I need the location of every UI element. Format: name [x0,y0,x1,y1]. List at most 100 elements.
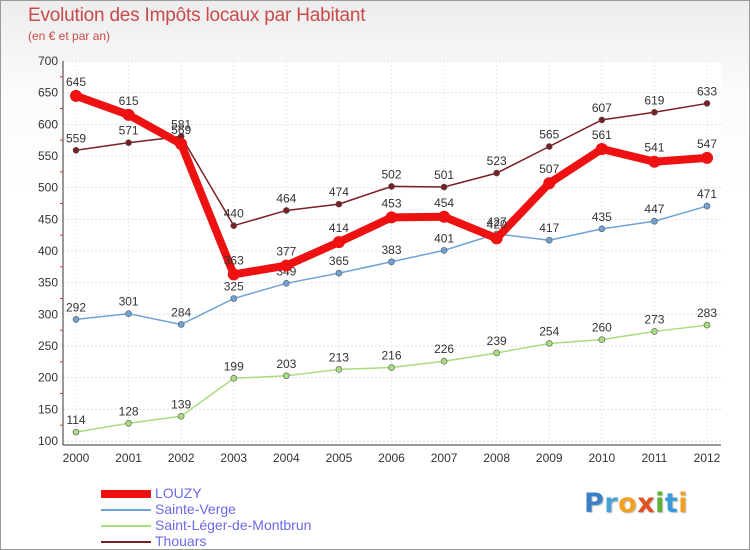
data-label-saint-leger-de-montbrun: 213 [329,350,349,364]
data-label-sainte-verge: 471 [697,187,717,201]
data-point-thouars [545,143,553,150]
data-point-sainte-verge [125,310,132,318]
y-tick-label: 200 [38,371,58,385]
data-label-saint-leger-de-montbrun: 260 [592,321,612,335]
data-point-sainte-verge [440,247,448,254]
data-label-thouars: 501 [434,168,454,182]
x-tick-label: 2012 [694,451,721,465]
data-point-saint-leger-de-montbrun [440,357,448,365]
x-tick-label: 2000 [63,451,90,465]
y-tick-label: 250 [38,339,58,353]
data-point-saint-leger-de-montbrun [230,374,238,382]
data-point-saint-leger-de-montbrun [651,328,658,335]
data-label-saint-leger-de-montbrun: 114 [66,413,85,427]
y-tick-label: 400 [38,244,58,258]
logo-letter: t [664,488,679,519]
data-point-thouars [125,139,132,146]
data-label-sainte-verge: 292 [66,300,86,314]
data-point-saint-leger-de-montbrun [335,366,343,373]
data-point-sainte-verge [651,217,658,225]
data-label-sainte-verge: 284 [171,305,191,319]
y-tick-label: 150 [38,402,58,416]
data-point-saint-leger-de-montbrun [72,428,80,436]
y-tick-label: 300 [38,307,58,321]
data-label-louzy: 377 [276,245,296,259]
data-label-saint-leger-de-montbrun: 139 [171,397,191,411]
data-point-thouars [388,183,395,190]
x-tick-label: 2006 [378,451,405,465]
data-point-saint-leger-de-montbrun [388,364,395,371]
data-point-saint-leger-de-montbrun [493,349,500,357]
data-label-thouars: 440 [224,207,244,221]
y-tick-label: 350 [38,276,58,290]
x-tick-label: 2001 [115,451,142,465]
legend-label: Sainte-Verge [155,501,236,517]
data-label-saint-leger-de-montbrun: 283 [697,306,717,320]
data-label-sainte-verge: 301 [119,295,139,309]
data-point-thouars [598,116,606,124]
data-point-louzy [490,232,503,245]
data-point-louzy [280,259,293,272]
data-point-saint-leger-de-montbrun [598,336,606,343]
data-label-saint-leger-de-montbrun: 273 [644,312,664,326]
data-point-saint-leger-de-montbrun [125,419,132,427]
logo-letter: x [637,488,656,519]
y-tick-label: 650 [38,86,58,100]
data-label-sainte-verge: 427 [487,215,507,229]
legend-swatch [101,490,151,498]
data-label-louzy: 615 [119,94,139,108]
data-point-saint-leger-de-montbrun [703,321,711,329]
data-point-thouars [493,169,500,177]
data-label-saint-leger-de-montbrun: 128 [119,404,139,418]
y-tick-label: 600 [38,117,58,131]
data-point-louzy [175,137,188,150]
legend-swatch [101,509,151,511]
x-tick-label: 2010 [588,451,615,465]
data-point-sainte-verge [335,269,343,277]
data-label-thouars: 633 [697,84,717,98]
data-label-sainte-verge: 325 [224,280,244,294]
data-point-thouars [283,207,290,214]
data-label-thouars: 565 [539,128,559,142]
data-label-louzy: 547 [697,137,717,151]
data-point-thouars [230,222,238,229]
x-tick-label: 2003 [220,451,247,465]
data-label-thouars: 581 [171,117,191,131]
data-label-thouars: 502 [381,167,401,181]
data-label-thouars: 619 [644,93,664,107]
legend-label: Thouars [155,533,207,549]
data-label-saint-leger-de-montbrun: 203 [276,357,296,371]
data-label-saint-leger-de-montbrun: 254 [539,324,559,338]
data-point-sainte-verge [388,258,395,266]
data-label-thouars: 474 [329,185,349,199]
data-point-sainte-verge [72,316,80,323]
data-label-louzy: 453 [381,196,401,210]
logo-letter: i [678,488,689,519]
data-point-thouars [335,200,343,208]
legend-swatch [101,541,151,543]
y-tick-label: 450 [38,212,58,226]
data-label-louzy: 363 [224,253,244,267]
proxiti-logo: Proxiti [584,488,688,519]
y-tick-label: 100 [38,434,58,448]
x-tick-label: 2008 [483,451,510,465]
data-label-thouars: 607 [592,101,612,115]
logo-letter: P [584,488,605,519]
data-label-saint-leger-de-montbrun: 226 [434,342,454,356]
data-label-louzy: 541 [644,141,664,155]
data-point-saint-leger-de-montbrun [545,340,553,347]
data-label-sainte-verge: 383 [381,243,401,257]
x-tick-label: 2005 [326,451,353,465]
data-point-louzy [122,108,135,121]
x-tick-label: 2011 [642,451,668,465]
data-label-saint-leger-de-montbrun: 199 [224,359,244,373]
data-point-sainte-verge [703,202,711,210]
data-point-louzy [543,177,556,190]
data-point-sainte-verge [283,279,290,287]
data-label-saint-leger-de-montbrun: 216 [381,349,401,363]
data-point-thouars [440,183,448,191]
data-point-louzy [385,211,398,224]
data-point-louzy [70,89,82,102]
